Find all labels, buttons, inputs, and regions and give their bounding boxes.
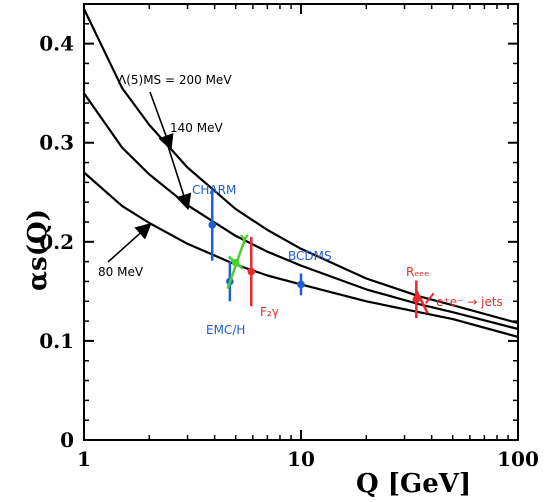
y-tick-label: 0.2 xyxy=(39,230,74,254)
y-axis-title: αs(Q) xyxy=(23,209,53,291)
data-point xyxy=(412,295,421,304)
x-axis-title: Q [GeV] xyxy=(356,469,471,499)
x-tick-label: 1 xyxy=(77,447,91,471)
series-curve-2 xyxy=(83,171,519,338)
label-lambda-200: Λ(5)MS = 200 MeV xyxy=(118,73,232,87)
annotation-arrow xyxy=(107,222,152,263)
y-tick-label: 0.1 xyxy=(39,329,74,353)
y-tick-label: 0.3 xyxy=(39,131,74,155)
label-bcdms: BCDMS xyxy=(288,249,332,263)
label-ee-jets: e⁺e⁻ → jets xyxy=(436,295,503,309)
data-point xyxy=(297,280,305,289)
data-point xyxy=(247,267,256,276)
series-curve-1 xyxy=(83,92,519,331)
data-point xyxy=(208,221,217,229)
label-80mev: 80 MeV xyxy=(98,265,144,279)
y-tick-label: 0.4 xyxy=(39,32,74,56)
axis-ticks: 0 0.1 0.2 0.3 0.4 1 10 100 xyxy=(39,4,539,471)
measurement-group xyxy=(208,189,435,319)
y-tick-label: 0 xyxy=(60,428,74,452)
label-140mev: 140 MeV xyxy=(170,121,223,135)
jets-band xyxy=(414,288,429,314)
x-tick-label: 10 xyxy=(287,447,315,471)
annotation-arrow xyxy=(165,139,192,211)
annotation-arrow xyxy=(149,91,174,151)
label-charm: CHARM xyxy=(192,183,236,197)
label-ree: Rₑₑₑ xyxy=(406,265,429,279)
label-emc: EMC/H xyxy=(206,323,245,337)
data-point xyxy=(231,258,240,267)
x-tick-label: 100 xyxy=(497,447,539,471)
label-f2gamma: F₂γ xyxy=(260,305,279,319)
label-upsilon: Υ xyxy=(239,233,249,247)
series-curve-0 xyxy=(83,8,519,325)
jets-arrow xyxy=(424,292,435,304)
curve-group xyxy=(83,8,519,338)
arrow-group xyxy=(107,91,192,263)
